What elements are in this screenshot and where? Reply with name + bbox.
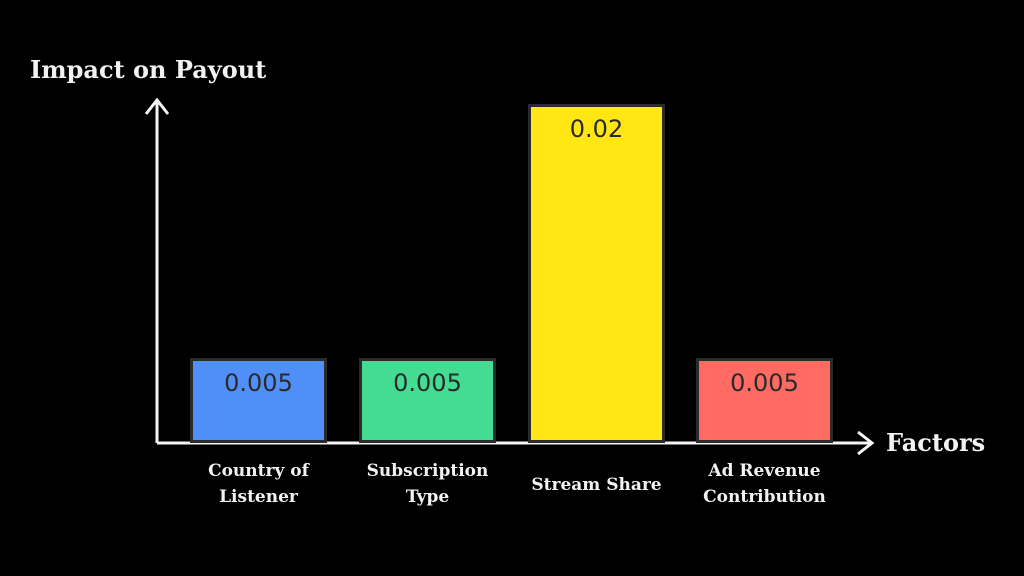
x-axis-arrow-icon xyxy=(857,430,875,456)
bar-value-label: 0.005 xyxy=(730,369,799,398)
x-tick-label: Country of Listener xyxy=(208,461,309,507)
bar-value-label: 0.005 xyxy=(393,369,462,398)
y-axis-arrow-icon xyxy=(144,97,170,115)
y-axis-title: Impact on Payout xyxy=(30,55,267,84)
x-tick-label: Stream Share xyxy=(531,475,662,495)
bar-subscription-type: 0.005 xyxy=(359,358,496,443)
x-tick-label: Ad Revenue Contribution xyxy=(703,461,826,507)
bar-ad-revenue-contribution: 0.005 xyxy=(696,358,833,443)
bar-country-of-listener: 0.005 xyxy=(190,358,327,443)
x-tick-label: Subscription Type xyxy=(366,461,489,507)
bar-value-label: 0.02 xyxy=(569,115,624,143)
bar-stream-share: 0.02 xyxy=(528,104,665,443)
bar-value-label: 0.005 xyxy=(224,369,293,398)
x-axis-title: Factors xyxy=(886,428,986,457)
